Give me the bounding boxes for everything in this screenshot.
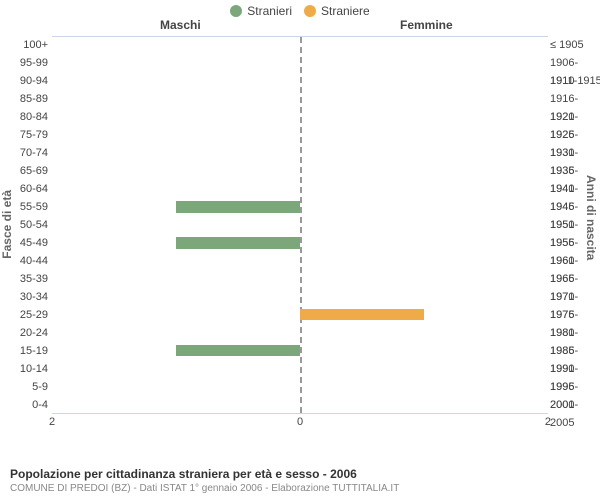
y-tick-left: 25-29 [12, 306, 48, 324]
bar-row [52, 198, 548, 216]
y-tick-left: 45-49 [12, 234, 48, 252]
y-tick-right: 1971-1975 [550, 288, 600, 306]
bar-row [52, 306, 548, 324]
y-tick-right: 1921-1925 [550, 108, 600, 126]
y-tick-right: 1996-2000 [550, 378, 600, 396]
y-tick-left: 100+ [12, 36, 48, 54]
bar-rows [52, 37, 548, 413]
bar-row [52, 37, 548, 55]
y-tick-left: 0-4 [12, 396, 48, 414]
y-tick-left: 85-89 [12, 90, 48, 108]
y-tick-right: 1966-1970 [550, 270, 600, 288]
legend-item-female: Straniere [304, 4, 370, 18]
y-tick-right: 1911-1915 [550, 72, 600, 90]
y-tick-right: 1976-1980 [550, 306, 600, 324]
bar-male [176, 345, 300, 356]
y-tick-left: 20-24 [12, 324, 48, 342]
bar-row [52, 395, 548, 413]
y-tick-left: 10-14 [12, 360, 48, 378]
y-tick-left: 50-54 [12, 216, 48, 234]
bar-male [176, 201, 300, 212]
y-tick-right: 1981-1985 [550, 324, 600, 342]
y-tick-right: 1961-1965 [550, 252, 600, 270]
bar-row [52, 55, 548, 73]
col-title-male: Maschi [160, 18, 201, 32]
bar-row [52, 270, 548, 288]
y-tick-left: 60-64 [12, 180, 48, 198]
footer-subtitle: COMUNE DI PREDOI (BZ) - Dati ISTAT 1° ge… [10, 483, 399, 494]
bar-row [52, 109, 548, 127]
y-axis-left: 100+95-9990-9485-8980-8475-7970-7465-696… [12, 36, 48, 414]
bar-row [52, 359, 548, 377]
x-tick-left: 2 [49, 416, 55, 428]
y-tick-right: 1906-1910 [550, 54, 600, 72]
bar-row [52, 216, 548, 234]
bar-male [176, 237, 300, 248]
swatch-male [230, 5, 242, 17]
y-tick-right: 1931-1935 [550, 144, 600, 162]
footer: Popolazione per cittadinanza straniera p… [10, 467, 399, 494]
bar-row [52, 127, 548, 145]
bar-row [52, 144, 548, 162]
y-tick-left: 90-94 [12, 72, 48, 90]
legend-item-male: Stranieri [230, 4, 292, 18]
bar-row [52, 377, 548, 395]
y-tick-right: 1936-1940 [550, 162, 600, 180]
bar-row [52, 341, 548, 359]
y-tick-right: 1991-1995 [550, 360, 600, 378]
footer-title: Popolazione per cittadinanza straniera p… [10, 467, 399, 481]
y-tick-right: 1926-1930 [550, 126, 600, 144]
plot-area [52, 36, 548, 414]
bar-female [300, 309, 424, 320]
y-tick-right: 1986-1990 [550, 342, 600, 360]
y-tick-left: 70-74 [12, 144, 48, 162]
legend-label-male: Stranieri [247, 4, 292, 18]
bar-row [52, 73, 548, 91]
y-tick-left: 35-39 [12, 270, 48, 288]
bar-row [52, 324, 548, 342]
y-tick-right: 1946-1950 [550, 198, 600, 216]
legend-label-female: Straniere [321, 4, 370, 18]
bar-row [52, 234, 548, 252]
y-axis-right: ≤ 19051906-19101911-19151916-19201921-19… [550, 36, 600, 414]
col-title-female: Femmine [400, 18, 453, 32]
y-tick-left: 40-44 [12, 252, 48, 270]
x-tick-right: 2 [545, 416, 551, 428]
y-tick-left: 15-19 [12, 342, 48, 360]
y-tick-left: 30-34 [12, 288, 48, 306]
y-tick-right: 1956-1960 [550, 234, 600, 252]
y-tick-left: 55-59 [12, 198, 48, 216]
bar-row [52, 180, 548, 198]
y-tick-right: 1916-1920 [550, 90, 600, 108]
bar-row [52, 162, 548, 180]
y-tick-right: 1951-1955 [550, 216, 600, 234]
x-tick-center: 0 [297, 416, 303, 428]
y-tick-right: 2001-2005 [550, 396, 600, 414]
bar-row [52, 288, 548, 306]
bar-row [52, 91, 548, 109]
column-headers: Maschi Femmine [0, 18, 600, 36]
bar-row [52, 252, 548, 270]
y-tick-right: 1941-1945 [550, 180, 600, 198]
y-tick-left: 95-99 [12, 54, 48, 72]
y-tick-right: ≤ 1905 [550, 36, 600, 54]
x-axis: 2 0 2 [52, 416, 548, 436]
y-tick-left: 5-9 [12, 378, 48, 396]
legend: Stranieri Straniere [0, 0, 600, 18]
swatch-female [304, 5, 316, 17]
y-tick-left: 65-69 [12, 162, 48, 180]
y-tick-left: 80-84 [12, 108, 48, 126]
chart-area: 100+95-9990-9485-8980-8475-7970-7465-696… [52, 36, 548, 436]
y-tick-left: 75-79 [12, 126, 48, 144]
